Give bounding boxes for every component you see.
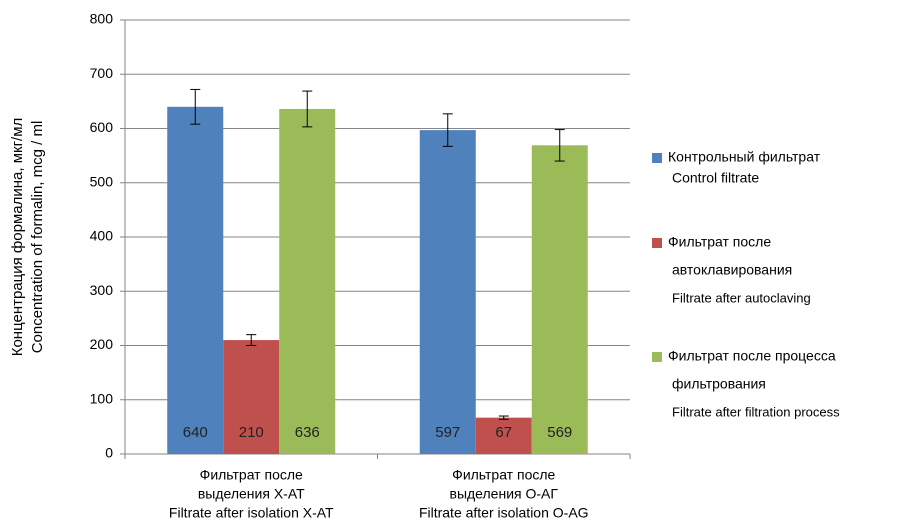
bar	[167, 106, 224, 455]
y-tick-label: 400	[90, 228, 114, 244]
y-tick-label: 100	[90, 390, 114, 406]
legend-label: фильтрования	[672, 376, 766, 392]
y-tick-label: 300	[90, 282, 114, 298]
bar	[475, 417, 532, 454]
legend-swatch	[652, 352, 662, 362]
x-tick-label: Фильтрат после	[200, 467, 303, 483]
legend-label: Control filtrate	[672, 170, 759, 186]
x-tick-label: Filtrate after isolation O-AG	[419, 505, 589, 521]
legend-label: Filtrate after autoclaving	[672, 290, 811, 305]
legend-label: Фильтрат после процесса	[668, 348, 836, 364]
y-tick-label: 800	[90, 11, 114, 27]
legend-label: Filtrate after filtration process	[672, 404, 840, 419]
legend-label: автоклавирования	[672, 262, 792, 278]
x-tick-label: выделения Х-АТ	[198, 486, 305, 502]
legend-swatch	[652, 238, 662, 248]
y-axis-label: Concentration of formalin, mcg / ml	[29, 121, 46, 354]
legend-label: Фильтрат после	[668, 234, 771, 250]
y-axis-label: Концентрация формалина, мкг/мл	[9, 118, 26, 357]
y-tick-label: 500	[90, 173, 114, 189]
bar	[223, 340, 280, 454]
data-label: 569	[547, 424, 572, 441]
x-tick-label: Фильтрат после	[452, 467, 555, 483]
legend-swatch	[652, 153, 662, 163]
y-tick-label: 600	[90, 119, 114, 135]
bar	[279, 108, 336, 454]
x-tick-label: выделения О-АГ	[450, 486, 559, 502]
y-tick-label: 700	[90, 65, 114, 81]
legend-label: Контрольный фильтрат	[668, 149, 821, 165]
x-tick-label: Filtrate after isolation X-AT	[169, 505, 334, 521]
bar	[531, 145, 588, 454]
data-label: 67	[495, 424, 512, 441]
data-label: 597	[435, 424, 460, 441]
data-label: 640	[183, 424, 208, 441]
y-tick-label: 0	[105, 445, 113, 461]
data-label: 210	[239, 424, 264, 441]
y-tick-label: 200	[90, 336, 114, 352]
bar	[419, 130, 476, 454]
data-label: 636	[295, 424, 320, 441]
